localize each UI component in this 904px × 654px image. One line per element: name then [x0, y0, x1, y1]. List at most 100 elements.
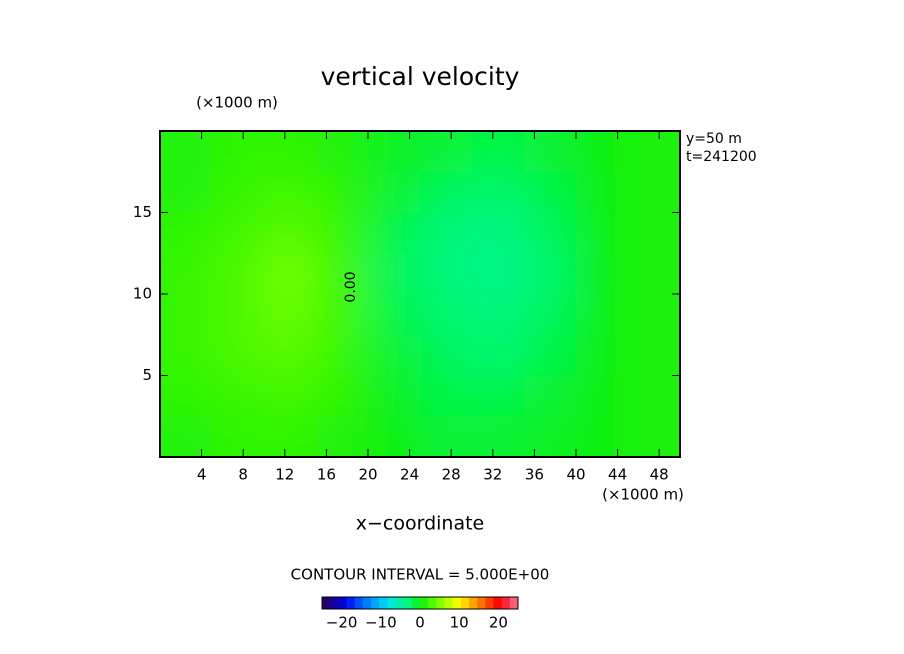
cell [264, 212, 317, 254]
cell [472, 131, 525, 173]
x-tick-label: 8 [238, 466, 248, 484]
cell [576, 171, 629, 213]
colorbar-swatch [444, 597, 453, 609]
x-tick-label: 24 [400, 466, 419, 484]
cell [264, 334, 317, 376]
info-text: y=50 m [686, 131, 742, 147]
cell [316, 294, 369, 336]
cell [524, 375, 577, 417]
cell [524, 253, 577, 295]
colorbar-swatch [436, 597, 445, 609]
cell [264, 253, 317, 295]
cell [576, 131, 629, 173]
colorbar-swatch [501, 597, 511, 609]
colorbar-swatch [428, 597, 437, 609]
cell [420, 253, 473, 295]
x-tick-label: 12 [275, 466, 294, 484]
cell [264, 131, 317, 173]
cell [576, 212, 629, 254]
cell [160, 416, 213, 457]
x-tick-label: 36 [525, 466, 544, 484]
cell [628, 416, 680, 457]
cell [576, 416, 629, 457]
cell [316, 416, 369, 457]
colorbar-swatch [460, 597, 470, 609]
cells [160, 131, 680, 457]
cell [212, 212, 265, 254]
cell [524, 171, 577, 213]
colorbar-swatch [420, 597, 429, 609]
cell [420, 171, 473, 213]
cell [160, 334, 213, 376]
cell [472, 375, 525, 417]
cell [160, 171, 213, 213]
contour-interval: CONTOUR INTERVAL = 5.000E+00 [291, 566, 550, 584]
cell [264, 375, 317, 417]
cell [576, 294, 629, 336]
cell [368, 334, 421, 376]
cell [472, 212, 525, 254]
cell [628, 171, 680, 213]
colorbar-tick-label: 20 [489, 614, 508, 632]
colorbar: −20 −10 0 10 20 [321, 596, 519, 632]
info-text: t=241200 [686, 149, 757, 165]
colorbar-swatch [322, 597, 331, 609]
cell [368, 131, 421, 173]
colorbar-swatch [509, 597, 519, 609]
x-tick-label: 16 [317, 466, 336, 484]
x-tick-label: 28 [442, 466, 461, 484]
cell [212, 375, 265, 417]
cell [316, 334, 369, 376]
colorbar-swatch [411, 597, 421, 609]
colorbar-swatch [371, 597, 380, 609]
y-tick-label: 5 [142, 366, 152, 384]
colorbar-swatch [346, 597, 355, 609]
colorbar-swatch [379, 597, 388, 609]
cell [472, 416, 525, 457]
cell [212, 253, 265, 295]
cell [576, 375, 629, 417]
colorbar-swatch [493, 597, 502, 609]
cell [628, 253, 680, 295]
x-tick-label: 48 [650, 466, 669, 484]
cell [472, 294, 525, 336]
cell [420, 212, 473, 254]
colorbar-tick-label: 0 [415, 614, 425, 632]
cell [576, 253, 629, 295]
cell [628, 212, 680, 254]
cell [316, 171, 369, 213]
colorbar-swatch [362, 597, 372, 609]
cell [316, 375, 369, 417]
cell [628, 131, 680, 173]
cell [472, 171, 525, 213]
cell [628, 334, 680, 376]
colorbar-tick-label: −20 [326, 614, 358, 632]
colorbar-swatch [338, 597, 347, 609]
cell [368, 253, 421, 295]
colorbar-swatch [330, 597, 339, 609]
cell [524, 294, 577, 336]
cell [368, 171, 421, 213]
field [160, 131, 680, 457]
cell [264, 294, 317, 336]
cell [316, 131, 369, 173]
x-tick-label: 40 [566, 466, 585, 484]
cell [160, 253, 213, 295]
cell [316, 212, 369, 254]
cell [160, 131, 213, 173]
cell [316, 253, 369, 295]
cell [212, 131, 265, 173]
colorbar-swatch [395, 597, 404, 609]
cell [368, 416, 421, 457]
colorbar-swatch [477, 597, 486, 609]
y-unit: (×1000 m) [196, 94, 278, 112]
cell [472, 334, 525, 376]
cell [420, 334, 473, 376]
cell [628, 375, 680, 417]
cell [420, 294, 473, 336]
cell [368, 294, 421, 336]
x-tick-label: 20 [358, 466, 377, 484]
colorbar-swatch [469, 597, 478, 609]
colorbar-tick-label: −10 [365, 614, 397, 632]
